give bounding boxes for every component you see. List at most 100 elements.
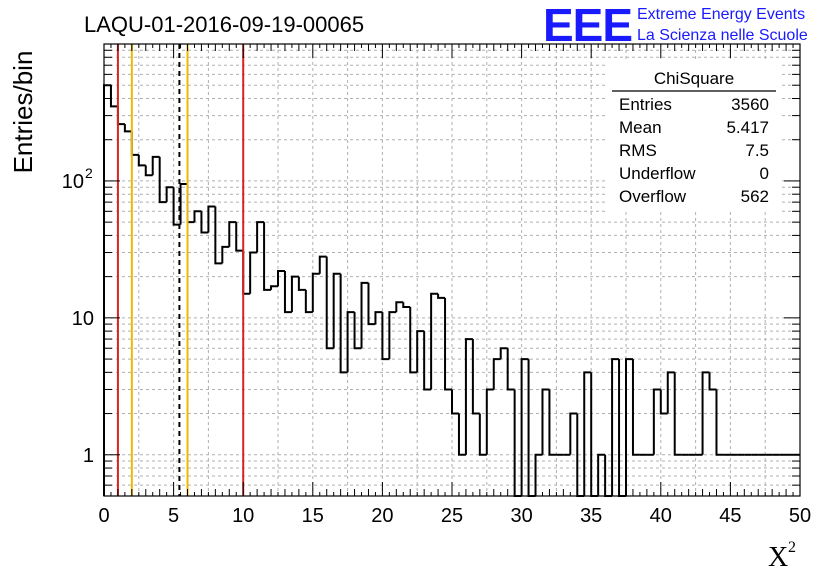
histogram-bin: [263, 222, 272, 291]
histogram-bin: [332, 272, 341, 349]
histogram-bin: [527, 359, 536, 497]
stats-label-mean: Mean: [619, 118, 662, 137]
y-axis-label: Entries/bin: [8, 51, 38, 174]
histogram-bin: [283, 270, 292, 314]
histogram-bin: [214, 206, 223, 265]
histogram-bin: [499, 347, 508, 360]
histogram-bin: [506, 348, 515, 391]
histogram-bin: [235, 222, 244, 252]
histogram-bin: [464, 338, 473, 455]
histogram-bin: [618, 359, 626, 497]
histogram-bin: [130, 131, 139, 156]
histogram-bin: [207, 205, 216, 233]
histogram-bin: [548, 389, 557, 456]
histogram-bin: [673, 372, 682, 456]
stats-label-rms: RMS: [619, 141, 657, 160]
x-tick-label: 5: [168, 505, 179, 527]
histogram-bin: [666, 371, 675, 414]
x-tick-label: 45: [719, 505, 741, 527]
histogram-bin: [451, 389, 459, 415]
histogram-bin: [520, 358, 529, 496]
histogram-bin: [228, 221, 237, 247]
x-tick-label: 0: [98, 505, 109, 527]
histogram-bin: [346, 311, 355, 373]
stats-label-entries: Entries: [619, 95, 672, 114]
grid: [104, 44, 800, 496]
histogram-bin: [597, 453, 606, 496]
stats-value-entries: 3560: [731, 95, 769, 114]
stats-label-underflow: Underflow: [619, 164, 696, 183]
histogram-bin: [471, 339, 480, 415]
histogram-bin: [367, 282, 376, 326]
histogram-bin: [625, 358, 633, 496]
histogram-bin: [395, 301, 404, 313]
reference-lines: [116, 44, 245, 496]
histogram-bin: [444, 297, 452, 391]
x-axis-label-superscript: 2: [788, 539, 796, 556]
histogram-bin: [103, 84, 111, 496]
stats-box-background: [608, 62, 780, 212]
histogram-bin: [534, 453, 543, 496]
histogram-bin: [249, 251, 258, 294]
histogram-bin: [297, 276, 306, 291]
histogram-bin: [172, 187, 181, 226]
y-tick-label: 10: [62, 171, 84, 193]
y-tick-label: 10: [72, 308, 94, 330]
x-tick-label: 20: [371, 505, 393, 527]
histogram-bin: [290, 275, 299, 313]
x-tick-label: 40: [650, 505, 672, 527]
stats-box: ChiSquare Entries 3560 Mean 5.417 RMS 7.…: [608, 62, 780, 212]
histogram-bin: [374, 311, 383, 325]
y-tick-label-exponent: 2: [85, 165, 93, 181]
logo-line-1: Extreme Energy Events: [637, 6, 805, 23]
histogram-bin: [652, 388, 661, 455]
y-tick-label: 1: [83, 445, 94, 467]
x-tick-label: 15: [302, 505, 324, 527]
histogram-bin: [513, 389, 522, 497]
histogram-bin: [360, 281, 369, 349]
histogram-bin: [277, 269, 285, 287]
histogram-bin: [409, 307, 418, 374]
logo-letters: EEE: [543, 0, 632, 51]
histogram-bin: [186, 183, 195, 224]
eee-logo: EEE Extreme Energy Events La Scienza nel…: [543, 0, 808, 51]
histogram-bin: [457, 413, 466, 456]
stats-value-underflow: 0: [760, 164, 769, 183]
histogram-bin: [541, 388, 550, 455]
histogram-bin: [270, 285, 278, 290]
histogram-bin: [381, 312, 390, 361]
histogram-bin: [151, 155, 160, 176]
histogram-bin: [123, 124, 132, 133]
histogram-bin: [339, 273, 348, 374]
histogram-bin: [569, 412, 578, 455]
histogram-bin: [492, 358, 501, 390]
histogram-bin: [221, 245, 230, 264]
stats-value-mean: 5.417: [726, 118, 769, 137]
x-axis-label: X: [768, 542, 788, 572]
stats-value-rms: 7.5: [745, 141, 769, 160]
histogram-bin: [701, 371, 710, 455]
histogram-bin: [311, 272, 320, 313]
histogram-bin: [402, 302, 411, 309]
histogram-bin: [256, 221, 265, 253]
stats-title: ChiSquare: [654, 69, 734, 88]
histogram-bin: [144, 165, 153, 177]
histogram-bin: [304, 289, 313, 314]
histogram-bin: [242, 250, 251, 295]
histogram-bin: [353, 312, 362, 350]
histogram-bin: [437, 293, 446, 299]
histogram-bin: [611, 358, 620, 496]
histogram-bin: [200, 211, 209, 234]
chart-title: LAQU-01-2016-09-19-00065: [84, 12, 364, 37]
histogram-bin: [193, 210, 202, 223]
stats-value-overflow: 562: [741, 187, 769, 206]
x-tick-label: 10: [232, 505, 254, 527]
histogram-bin: [388, 311, 397, 360]
histogram-bin: [715, 389, 724, 456]
histogram-bin: [590, 372, 599, 497]
logo-line-2: La Scienza nelle Scuole: [637, 27, 808, 44]
histogram-bin: [485, 388, 494, 455]
histogram-bin: [583, 371, 592, 496]
x-tick-label: 25: [441, 505, 463, 527]
